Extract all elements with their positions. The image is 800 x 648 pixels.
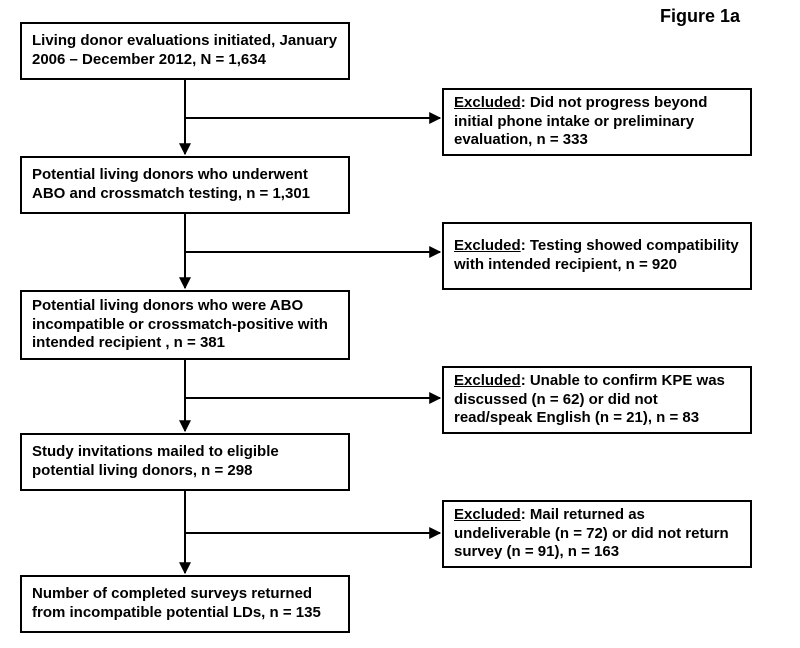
excluded-box: Excluded: Did not progress beyond initia… xyxy=(442,88,752,156)
main-box: Living donor evaluations initiated, Janu… xyxy=(20,22,350,80)
excluded-box: Excluded: Testing showed compatibility w… xyxy=(442,222,752,290)
main-box: Potential living donors who were ABO inc… xyxy=(20,290,350,360)
figure-title: Figure 1a xyxy=(660,6,740,27)
flowchart-canvas: Figure 1a Living donor evaluations initi… xyxy=(0,0,800,648)
excluded-box: Excluded: Mail returned as undeliverable… xyxy=(442,500,752,568)
excluded-box: Excluded: Unable to confirm KPE was disc… xyxy=(442,366,752,434)
main-box: Potential living donors who underwent AB… xyxy=(20,156,350,214)
main-box: Study invitations mailed to eligible pot… xyxy=(20,433,350,491)
main-box: Number of completed surveys returned fro… xyxy=(20,575,350,633)
